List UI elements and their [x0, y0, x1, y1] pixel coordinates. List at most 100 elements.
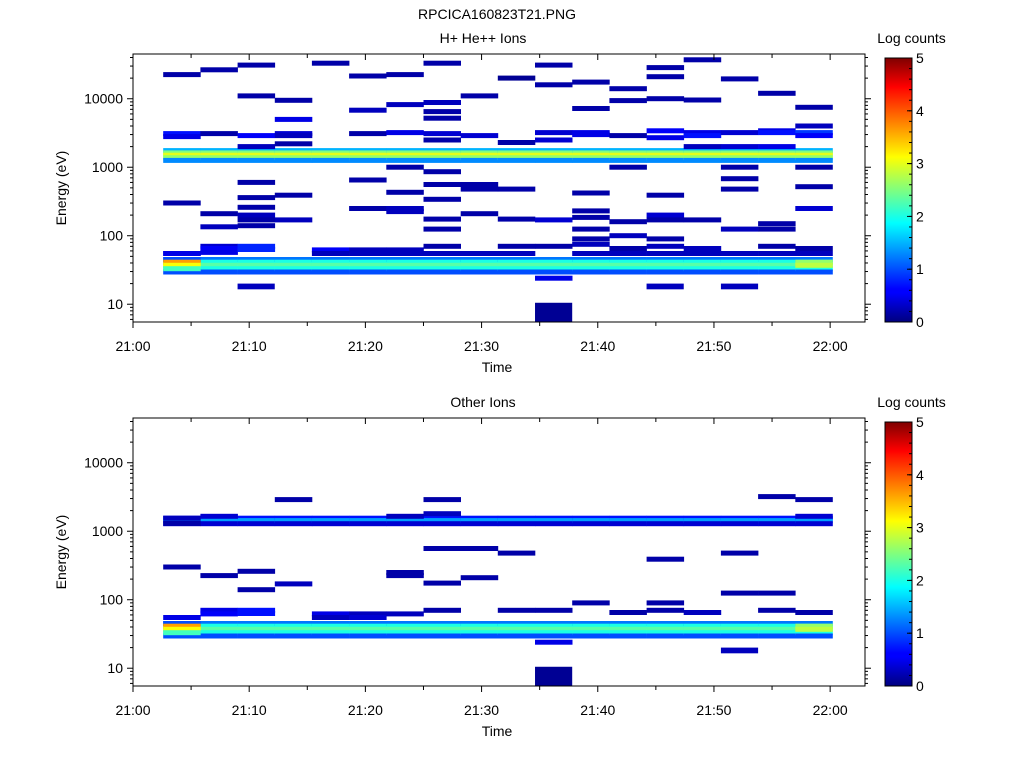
heatmap-cell — [758, 90, 796, 96]
heatmap-cell — [497, 216, 536, 222]
band-cell — [386, 621, 424, 626]
heatmap-cell — [237, 62, 276, 68]
colorbar-tick-label: 2 — [916, 208, 924, 224]
band-cell — [795, 626, 833, 632]
band-cell — [237, 626, 276, 632]
band-cell — [460, 269, 499, 275]
heatmap-cell — [758, 607, 796, 613]
heatmap-cell — [460, 182, 499, 187]
heatmap-cell — [237, 133, 276, 139]
band-cell — [795, 266, 833, 272]
heatmap-cell — [535, 607, 573, 613]
band-cell — [274, 518, 313, 524]
band-cell — [423, 521, 461, 527]
heatmap-cell — [758, 144, 796, 150]
heatmap-cell — [758, 243, 796, 249]
heatmap-cell — [349, 615, 387, 620]
panel-other-ions: Other Ions 21:00 21:10 21:20 21:30 21:40 21:50… — [53, 394, 946, 739]
heatmap-cell — [423, 546, 461, 551]
band-cell — [386, 521, 424, 527]
band-cell — [237, 269, 276, 275]
band-cell — [386, 633, 424, 639]
band-cell — [200, 259, 238, 265]
band-cell — [497, 621, 536, 626]
band-cell — [200, 633, 238, 639]
band-cell — [646, 269, 685, 275]
band-cell — [497, 630, 536, 636]
band-cell — [349, 623, 387, 629]
band-cell — [349, 269, 387, 275]
band-cell — [758, 155, 796, 161]
heatmap-cell — [423, 182, 461, 187]
heatmap-cell — [795, 206, 833, 211]
band-cell — [609, 259, 647, 265]
heatmap-cell — [200, 611, 238, 617]
band-cell — [423, 257, 461, 262]
band-cell — [460, 155, 499, 161]
heatmap-cell — [237, 243, 276, 249]
panel-h-he-ions: H+ He++ Ions 21:00 21:10 21:20 21:30 21:40 21:… — [53, 30, 946, 375]
band-cell — [274, 623, 313, 629]
band-cell — [572, 630, 610, 636]
heatmap-cell — [423, 115, 461, 121]
band-cell — [795, 521, 833, 527]
band-cell — [535, 269, 573, 275]
band-cell — [720, 269, 759, 275]
heatmap-cell — [720, 550, 759, 556]
band-cell — [311, 155, 350, 161]
heatmap-cell — [237, 179, 276, 185]
x-tick-label: 21:30 — [464, 338, 499, 354]
heatmap-cell — [535, 275, 573, 281]
band-cell — [646, 621, 685, 626]
band-cell — [311, 623, 350, 629]
band-cell — [237, 155, 276, 161]
heatmap-cell — [274, 133, 313, 139]
heatmap-cell — [572, 106, 610, 111]
heatmap-cell — [497, 186, 536, 192]
band-cell — [683, 518, 722, 524]
heatmap-cell — [349, 611, 387, 617]
heatmap-cell — [460, 546, 499, 551]
heatmap-cell — [535, 666, 573, 686]
band-cell — [386, 155, 424, 161]
band-cell — [386, 266, 424, 272]
heatmap-cell — [497, 251, 536, 256]
band-cell — [274, 269, 313, 275]
heatmap-cell — [497, 140, 536, 145]
band-cell — [795, 630, 833, 636]
heatmap-cell — [163, 72, 201, 78]
band-cell — [423, 259, 461, 265]
band-cell — [423, 621, 461, 626]
band-cell — [311, 621, 350, 626]
band-cell — [274, 630, 313, 636]
band-cell — [200, 623, 238, 629]
band-cell — [237, 157, 276, 163]
band-cell — [163, 269, 201, 275]
band-cell — [720, 259, 759, 265]
heatmap-cell — [460, 93, 499, 99]
colorbar-tick-label: 3 — [916, 520, 924, 536]
heatmap-cell — [795, 610, 833, 615]
heatmap-cell — [646, 236, 685, 242]
heatmap-cell — [646, 65, 685, 71]
band-cell — [349, 626, 387, 632]
y-axis-label: Energy (eV) — [53, 515, 69, 590]
band-cell — [497, 155, 536, 161]
colorbar-label: Log counts — [877, 394, 946, 410]
x-tick-label: 21:40 — [580, 338, 615, 354]
band-cell — [683, 262, 722, 268]
heatmap-cell — [423, 169, 461, 175]
heatmap-cell — [423, 137, 461, 143]
band-cell — [200, 630, 238, 636]
heatmap-cell — [311, 615, 350, 620]
band-cell — [646, 259, 685, 265]
heatmap-cell — [646, 74, 685, 80]
band-cell — [646, 262, 685, 268]
heatmap-cell — [237, 212, 276, 218]
heatmap-cell — [460, 186, 499, 192]
heatmap-cell — [609, 233, 647, 239]
heatmap-cell — [758, 251, 796, 256]
heatmap-cell — [795, 133, 833, 139]
band-cell — [683, 623, 722, 629]
band-cell — [758, 259, 796, 265]
